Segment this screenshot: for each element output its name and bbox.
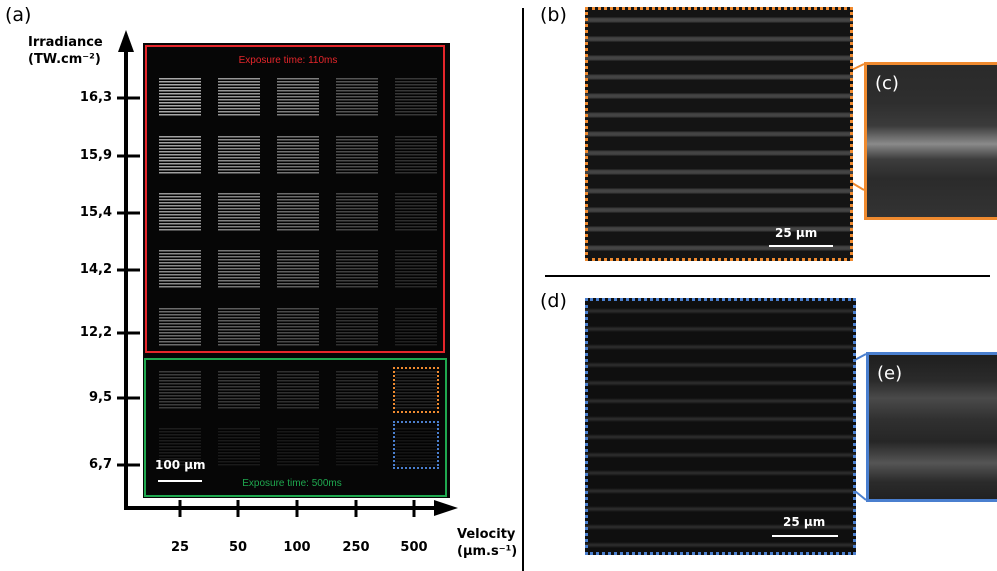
y-tick-label: 14,2 <box>79 262 112 277</box>
panel-label-c: (c) <box>875 73 899 94</box>
sample-square <box>336 371 378 409</box>
sample-square <box>277 428 319 466</box>
panel-label-e: (e) <box>877 363 903 384</box>
sample-square <box>218 78 260 116</box>
sample-square <box>218 428 260 466</box>
sample-square <box>277 250 319 288</box>
sample-square <box>395 136 437 174</box>
scalebar-label-b: 25 µm <box>775 226 818 240</box>
exposure-label-green: Exposure time: 500ms <box>242 478 342 489</box>
sample-square <box>336 428 378 466</box>
exposure-frame-110ms <box>145 45 445 353</box>
y-tick-label: 15,4 <box>79 205 112 220</box>
sample-square <box>336 78 378 116</box>
scalebar-label-d: 25 µm <box>783 515 826 529</box>
y-axis-label-line1: Irradiance <box>28 35 103 50</box>
highlight-box-orange <box>393 367 439 413</box>
scalebar-d <box>772 535 838 537</box>
x-axis-label-line1: Velocity <box>457 527 516 542</box>
x-tick-label: 25 <box>170 540 190 555</box>
sample-square <box>395 371 437 409</box>
panel-label-a: (a) <box>5 4 32 26</box>
sample-square <box>159 250 201 288</box>
sample-square <box>277 193 319 231</box>
sample-square <box>336 308 378 346</box>
y-tick-label: 9,5 <box>88 390 112 405</box>
y-axis-label-line2: (TW.cm⁻²) <box>28 52 101 67</box>
sample-square <box>159 428 201 466</box>
y-axis-title: Irradiance (TW.cm⁻²) <box>28 34 103 68</box>
y-tick-label: 16,3 <box>79 90 112 105</box>
sample-square <box>395 308 437 346</box>
sample-square <box>159 136 201 174</box>
sample-square <box>395 78 437 116</box>
highlight-box-blue <box>393 421 439 469</box>
sample-square <box>159 371 201 409</box>
y-tick-label: 6,7 <box>88 457 112 472</box>
y-tick-label: 12,2 <box>79 325 112 340</box>
y-tick-label: 15,9 <box>79 148 112 163</box>
sample-square <box>218 193 260 231</box>
sample-square <box>159 193 201 231</box>
sample-square <box>159 78 201 116</box>
sample-square <box>336 193 378 231</box>
sample-square <box>277 78 319 116</box>
panel-label-d: (d) <box>540 290 567 312</box>
x-tick-label: 250 <box>342 540 370 555</box>
sample-square <box>218 308 260 346</box>
sample-square <box>218 371 260 409</box>
exposure-label-red: Exposure time: 110ms <box>238 55 338 66</box>
sample-square <box>159 308 201 346</box>
sample-square <box>395 428 437 466</box>
sample-square <box>395 193 437 231</box>
x-axis-title: Velocity (µm.s⁻¹) <box>457 526 517 560</box>
micrograph-b <box>585 7 853 261</box>
exposure-frame-500ms <box>144 358 447 497</box>
x-axis-label-line2: (µm.s⁻¹) <box>457 544 518 559</box>
sample-square <box>395 250 437 288</box>
sample-square <box>336 136 378 174</box>
x-tick-label: 50 <box>228 540 248 555</box>
zoom-image-c: (c) <box>864 62 997 220</box>
scalebar-a <box>158 480 202 482</box>
x-tick-label: 500 <box>400 540 428 555</box>
x-tick-label: 100 <box>283 540 311 555</box>
sample-square <box>277 308 319 346</box>
sample-square <box>218 250 260 288</box>
sample-square <box>277 371 319 409</box>
scalebar-label-a: 100 µm <box>155 458 206 472</box>
sample-square <box>336 250 378 288</box>
sample-square <box>277 136 319 174</box>
panel-label-b: (b) <box>540 4 567 26</box>
sample-square <box>218 136 260 174</box>
scalebar-b <box>769 245 833 247</box>
micrograph-d <box>585 298 856 555</box>
zoom-image-e: (e) <box>866 352 997 502</box>
